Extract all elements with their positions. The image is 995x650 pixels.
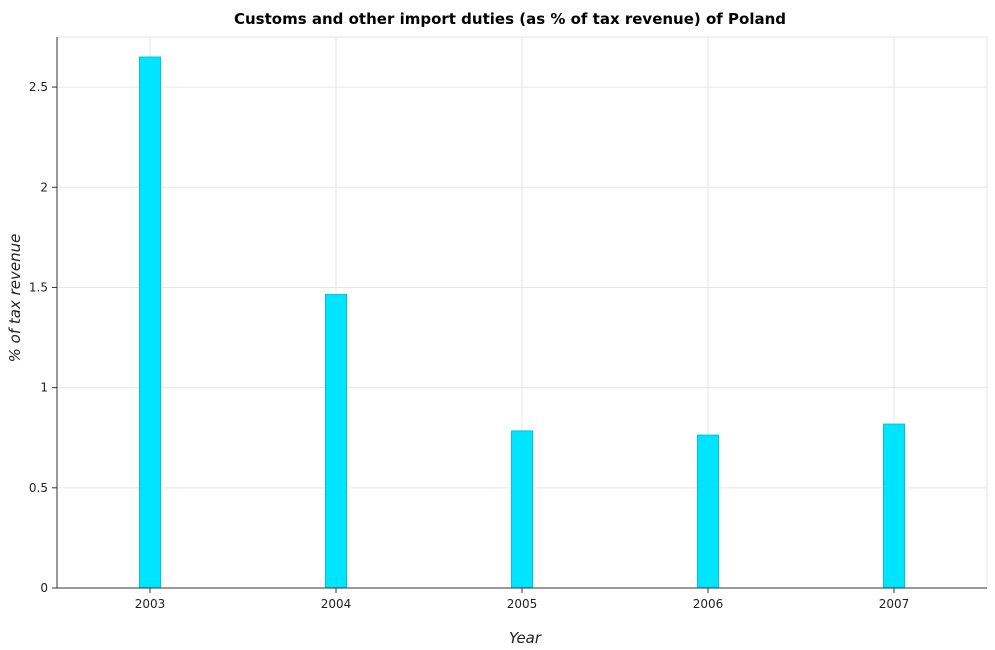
x-tick-label: 2006 (693, 597, 724, 611)
chart-title: Customs and other import duties (as % of… (234, 10, 786, 28)
y-tick-label: 1.5 (29, 280, 48, 294)
bar-2003 (139, 56, 161, 589)
bar-2004 (325, 293, 347, 589)
bar-2005 (511, 430, 533, 589)
bar-2007 (883, 423, 905, 589)
x-tick-label: 2005 (507, 597, 538, 611)
y-axis-label: % of tax revenue (6, 234, 24, 363)
y-tick-label: 1 (40, 381, 48, 395)
x-tick-label: 2004 (321, 597, 352, 611)
y-tick-label: 0 (40, 581, 48, 595)
bar-2006 (697, 434, 719, 589)
y-tick-label: 0.5 (29, 481, 48, 495)
y-tick-label: 2 (40, 180, 48, 194)
axes: 0 0.5 1 1.5 2 2.5 2003 2004 2005 2006 2007 (29, 37, 987, 611)
bars (139, 56, 905, 589)
y-tick-label: 2.5 (29, 80, 48, 94)
x-tick-label: 2003 (135, 597, 166, 611)
x-tick-label: 2007 (879, 597, 910, 611)
x-axis-label: Year (509, 629, 542, 647)
